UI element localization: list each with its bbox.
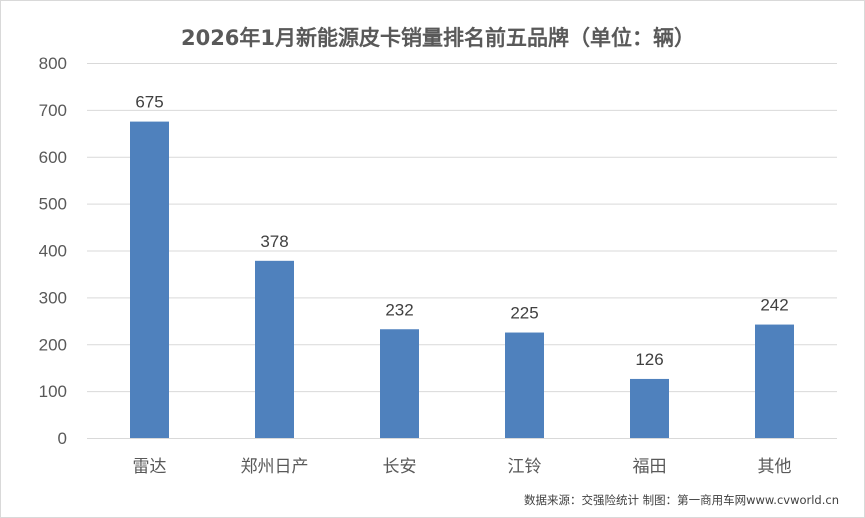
- data-label: 378: [260, 232, 288, 251]
- bar: [755, 324, 794, 438]
- gridlines: [87, 63, 837, 393]
- y-tick-label: 500: [39, 195, 67, 214]
- data-label: 675: [135, 93, 163, 112]
- source-note: 数据来源：交强险统计 制图：第一商用车网www.cvworld.cn: [524, 493, 839, 507]
- bar: [130, 121, 169, 438]
- y-tick-label: 0: [58, 429, 67, 448]
- bar: [380, 329, 419, 438]
- y-tick-label: 300: [39, 288, 67, 307]
- category-label: 郑州日产: [241, 457, 309, 477]
- bars: [130, 121, 794, 438]
- bar: [630, 378, 669, 438]
- y-tick-label: 700: [39, 101, 67, 120]
- category-label: 江铃: [508, 457, 542, 477]
- chart-title: 2026年1月新能源皮卡销量排名前五品牌（单位：辆）: [181, 26, 695, 50]
- bar: [255, 260, 294, 438]
- x-axis-categories: 雷达 郑州日产 长安 江铃 福田 其他: [133, 457, 792, 477]
- y-tick-label: 100: [39, 382, 67, 401]
- category-label: 雷达: [133, 457, 167, 477]
- bar: [505, 332, 544, 438]
- y-tick-label: 600: [39, 148, 67, 167]
- y-axis-ticks: 0 100 200 300 400 500 600 700 800: [39, 54, 67, 448]
- data-label: 242: [760, 296, 788, 315]
- category-label: 其他: [758, 457, 792, 477]
- data-label: 232: [385, 300, 413, 319]
- y-tick-label: 200: [39, 335, 67, 354]
- category-label: 福田: [633, 457, 667, 477]
- y-tick-label: 800: [39, 54, 67, 73]
- data-labels: 675 378 232 225 126 242: [135, 93, 788, 369]
- y-tick-label: 400: [39, 242, 67, 261]
- data-label: 126: [635, 350, 663, 369]
- data-label: 225: [510, 304, 538, 323]
- category-label: 长安: [383, 457, 417, 477]
